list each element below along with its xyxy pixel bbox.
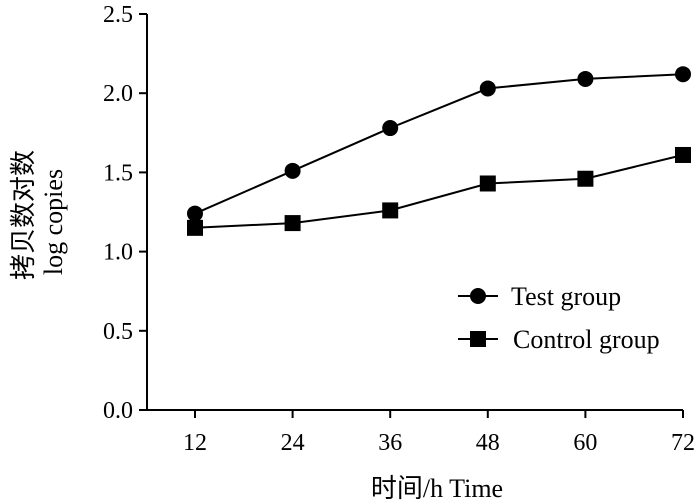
data-point-control-group — [187, 219, 203, 236]
data-point-test-group — [382, 120, 399, 137]
data-point-control-group — [479, 175, 496, 192]
y-tick-label: 2.0 — [103, 81, 133, 107]
series-test-group — [187, 66, 691, 222]
x-axis-ticks: 12 24 36 48 60 72 — [183, 410, 695, 456]
series-line-test-group — [194, 73, 684, 215]
data-point-test-group — [187, 205, 203, 222]
x-tick-label: 24 — [281, 430, 305, 456]
x-axis-title: 时间/h Time — [371, 474, 503, 503]
x-tick-label: 72 — [671, 430, 695, 456]
series-layer — [187, 66, 691, 236]
data-point-control-group — [382, 202, 399, 219]
y-axis-title-cn: 拷贝数对数 — [9, 150, 38, 280]
y-tick-label: 2.5 — [103, 2, 133, 28]
legend-square-marker — [470, 331, 486, 347]
data-point-test-group — [577, 70, 594, 87]
y-tick-label: 0.0 — [103, 398, 133, 424]
data-point-test-group — [284, 162, 301, 179]
series-line-control-group — [194, 154, 684, 229]
x-tick-label: 36 — [378, 430, 402, 456]
y-axis-ticks: 0.0 0.5 1.0 1.5 2.0 2.5 — [103, 2, 147, 424]
axes — [146, 14, 683, 411]
y-tick-label: 1.0 — [103, 240, 133, 266]
legend: Test group Control group — [458, 282, 660, 354]
legend-circle-marker — [470, 288, 486, 304]
data-point-control-group — [284, 215, 301, 232]
y-tick-label: 1.5 — [103, 160, 133, 186]
data-point-test-group — [675, 66, 691, 83]
x-tick-label: 12 — [183, 430, 207, 456]
legend-label-test-group: Test group — [511, 282, 621, 311]
y-axis-title-en: log copies — [39, 169, 68, 275]
legend-label-control-group: Control group — [513, 325, 660, 354]
x-tick-label: 60 — [573, 430, 597, 456]
data-point-control-group — [577, 170, 594, 187]
y-tick-label: 0.5 — [103, 319, 133, 345]
data-point-control-group — [675, 146, 691, 163]
x-tick-label: 48 — [476, 430, 500, 456]
data-point-test-group — [479, 80, 496, 97]
series-control-group — [187, 146, 691, 236]
